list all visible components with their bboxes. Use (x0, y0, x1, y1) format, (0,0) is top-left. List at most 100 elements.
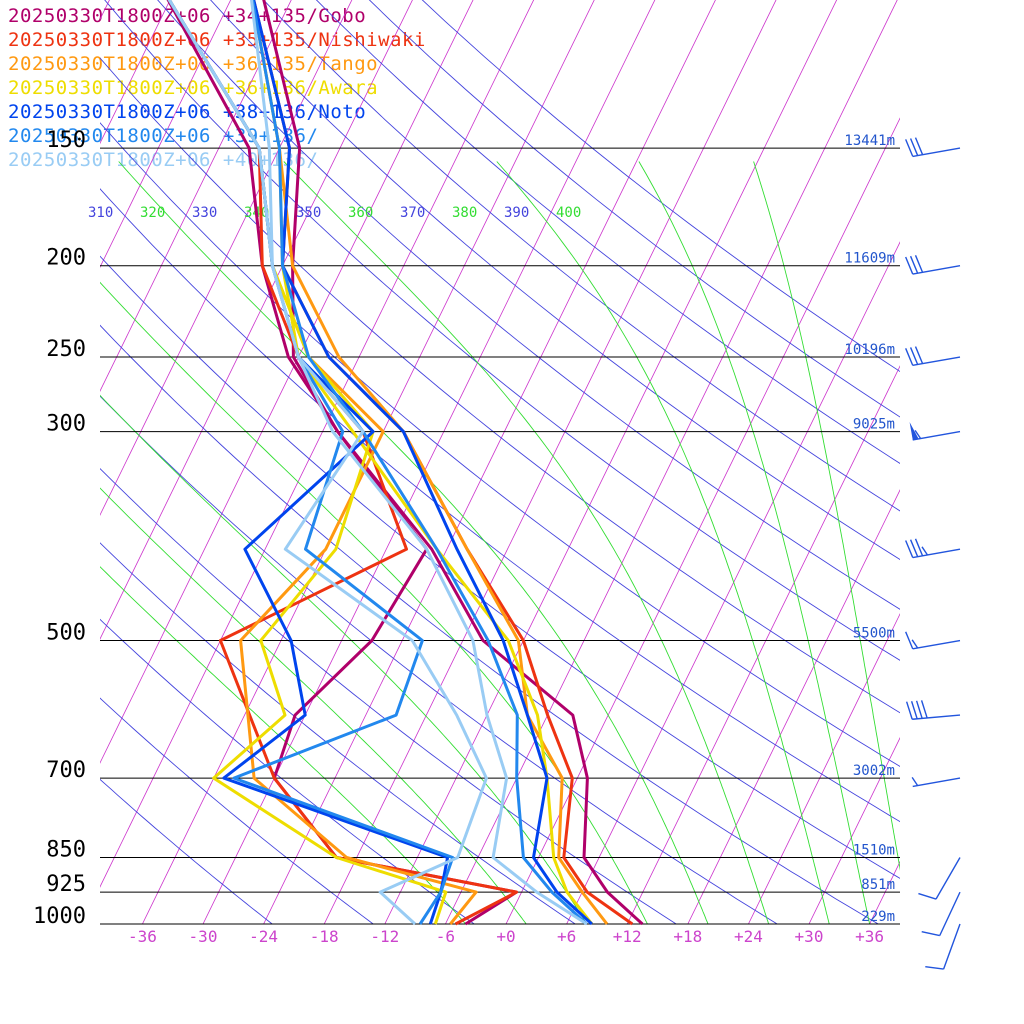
wind-barb (905, 346, 961, 367)
legend-entry-40-136: 20250330T1800Z+06 +40+136/ (8, 149, 319, 171)
isotherm-line (142, 0, 595, 924)
dewpoint-line-0 (166, 0, 518, 926)
dry-adiabat-line (104, 0, 900, 661)
wind-barb-feather (905, 540, 914, 558)
theta-label: 350 (296, 205, 321, 221)
wind-barb-staff (912, 356, 961, 367)
height-label: 1510m (853, 843, 895, 859)
wind-barb (925, 923, 961, 970)
pressure-label: 500 (46, 621, 86, 646)
moist-adiabat-line (100, 394, 588, 924)
temperature-line-5 (251, 0, 588, 926)
dry-adiabat-line (210, 0, 900, 561)
dewpoint-line-3 (167, 0, 448, 925)
temperature-line-6 (250, 0, 588, 926)
temperature-tick-label: +0 (496, 927, 515, 946)
theta-label: 330 (192, 205, 217, 221)
temperature-tick-label: -24 (249, 927, 278, 946)
isotherm-line (100, 0, 353, 516)
wind-barb-feather (915, 700, 923, 719)
wind-barb (921, 891, 961, 937)
wind-barb-pennant (909, 422, 919, 440)
wind-barbs (905, 137, 961, 970)
axis-labels: 1000925850700500300250200150100229m851m1… (33, 128, 895, 946)
isotherm-line (100, 0, 292, 392)
isotherm-line (263, 0, 716, 924)
wind-barb-feather (905, 348, 914, 366)
pressure-label: 300 (46, 412, 86, 437)
isotherm-line (384, 0, 838, 924)
wind-barb-feather (905, 139, 914, 157)
pressure-label: 925 (46, 872, 86, 897)
wind-barb-feather (921, 546, 929, 556)
wind-barb-staff (912, 430, 961, 441)
temperature-tick-label: -6 (436, 927, 455, 946)
isotherm-line (687, 489, 900, 924)
isotherm-line (100, 0, 110, 21)
wind-barb (905, 137, 961, 158)
dry-adiabat-line (315, 0, 900, 464)
pressure-label: 850 (46, 838, 86, 863)
dewpoint-line-2 (167, 0, 478, 925)
temperature-tick-label: +18 (673, 927, 702, 946)
wind-barb-feather (905, 631, 914, 650)
wind-barb-feather (914, 538, 924, 557)
height-label: 13441m (844, 133, 895, 149)
isotherm-line (100, 0, 413, 640)
wind-barb-feather (910, 701, 918, 720)
wind-barb-feather (909, 255, 919, 274)
dry-adiabat-line (100, 467, 678, 924)
moist-adiabat-line (100, 281, 648, 924)
sounding-profiles (166, 0, 644, 926)
dry-adiabat-line (100, 324, 880, 924)
height-label: 9025m (853, 417, 895, 433)
moist-adiabat-line (100, 487, 527, 924)
wind-barb-feather (914, 137, 924, 155)
legend: 20250330T1800Z+06 +34+135/Gobo 20250330T… (8, 4, 426, 172)
moist-adiabat-line (100, 566, 466, 924)
theta-label: 400 (556, 205, 581, 221)
wind-barb-feather (911, 639, 919, 649)
theta-label: 360 (348, 205, 373, 221)
theta-label: 390 (504, 205, 529, 221)
dewpoint-line-5 (167, 0, 455, 925)
isotherm-line (566, 241, 900, 924)
isotherm-grid (100, 0, 900, 924)
dry-adiabat-line (157, 0, 900, 610)
temperature-tick-label: -36 (128, 927, 157, 946)
pressure-label: 200 (46, 246, 86, 271)
wind-barb-staff (935, 857, 961, 900)
wind-barb (911, 777, 961, 788)
dry-adiabat-line (368, 0, 900, 418)
dry-adiabat-line (100, 188, 900, 823)
isotherm-line (505, 117, 900, 924)
wind-barb-staff (912, 777, 961, 788)
temperature-tick-label: +12 (613, 927, 642, 946)
wind-barb-feather (905, 256, 914, 275)
wind-barb-feather (925, 966, 944, 970)
pressure-label: 250 (46, 337, 86, 362)
wind-barb-feather (914, 429, 922, 439)
temperature-tick-label: -18 (310, 927, 339, 946)
wind-barb-staff (942, 923, 961, 970)
pressure-label: 700 (46, 758, 86, 783)
wind-barb (905, 538, 961, 559)
temperature-tick-label: -12 (370, 927, 399, 946)
moist-adiabat-line (283, 161, 770, 924)
theta-label: 320 (140, 205, 165, 221)
isotherm-line (202, 0, 656, 924)
wind-barb-staff (912, 265, 961, 275)
wind-barb-staff (912, 147, 961, 158)
wind-barb-feather (909, 347, 919, 365)
wind-barb-feather (914, 346, 924, 364)
temperature-line-4 (252, 0, 593, 926)
height-label: 229m (861, 909, 895, 925)
dry-adiabat-line (100, 697, 374, 924)
isotherm-line (100, 0, 474, 764)
moist-adiabat-line (753, 161, 900, 871)
isotherm-line (626, 365, 900, 924)
dry-adiabat-line (100, 778, 273, 924)
temperature-tick-label: -30 (189, 927, 218, 946)
wind-barb-feather (905, 701, 913, 720)
